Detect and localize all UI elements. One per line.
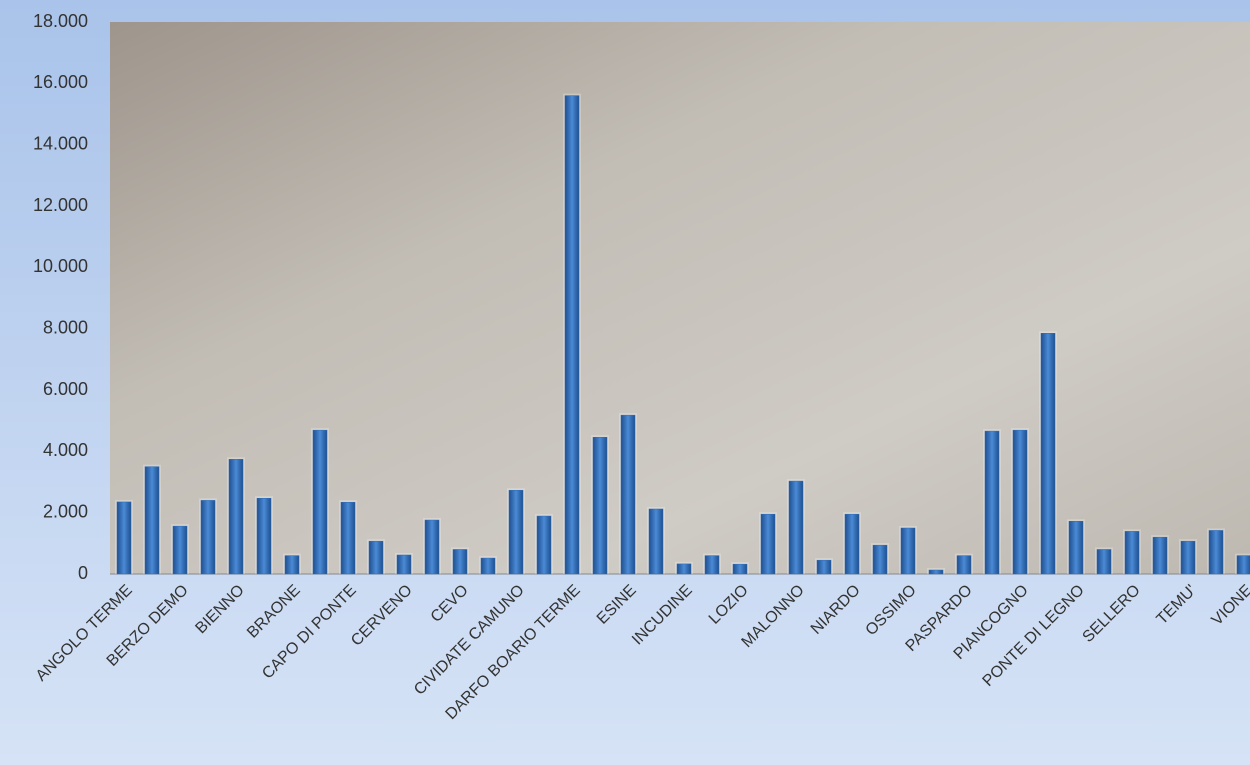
bar xyxy=(592,436,608,575)
bar xyxy=(1040,333,1056,575)
bar xyxy=(284,555,300,575)
bar xyxy=(956,555,972,575)
plot-background xyxy=(110,22,1250,574)
bar xyxy=(928,569,944,575)
bar xyxy=(984,430,1000,575)
bar xyxy=(1012,429,1028,575)
bar xyxy=(620,414,636,575)
bar xyxy=(144,466,160,575)
bar xyxy=(536,515,552,575)
y-tick-label: 12.000 xyxy=(33,195,88,215)
bar xyxy=(816,559,832,575)
y-tick-label: 14.000 xyxy=(33,133,88,153)
bar xyxy=(788,480,804,575)
bar xyxy=(676,563,692,575)
y-tick-label: 4.000 xyxy=(43,440,88,460)
bar xyxy=(1124,531,1140,575)
bar xyxy=(200,500,216,575)
bar xyxy=(116,501,132,575)
bar xyxy=(396,554,412,575)
bar xyxy=(1236,555,1250,575)
y-tick-label: 6.000 xyxy=(43,379,88,399)
bar xyxy=(368,540,384,575)
bar xyxy=(872,544,888,575)
bar xyxy=(760,513,776,575)
bar xyxy=(1208,530,1224,575)
bar xyxy=(704,555,720,575)
bar xyxy=(564,95,580,575)
bar xyxy=(900,527,916,575)
y-tick-label: 16.000 xyxy=(33,72,88,92)
y-tick-label: 0 xyxy=(78,563,88,583)
bar xyxy=(732,563,748,575)
bar xyxy=(340,501,356,575)
bar xyxy=(1180,540,1196,575)
bar xyxy=(1096,549,1112,575)
bar xyxy=(508,490,524,575)
bar xyxy=(256,498,272,575)
bar xyxy=(1152,536,1168,575)
bar xyxy=(648,508,664,575)
y-tick-label: 2.000 xyxy=(43,501,88,521)
bar xyxy=(480,557,496,575)
y-tick-label: 10.000 xyxy=(33,256,88,276)
bar xyxy=(228,459,244,575)
bar xyxy=(844,513,860,575)
bar xyxy=(1068,521,1084,575)
bar xyxy=(452,549,468,575)
y-tick-label: 18.000 xyxy=(33,11,88,31)
bar xyxy=(312,429,328,575)
bar xyxy=(172,525,188,575)
y-tick-label: 8.000 xyxy=(43,317,88,337)
bar xyxy=(424,519,440,575)
